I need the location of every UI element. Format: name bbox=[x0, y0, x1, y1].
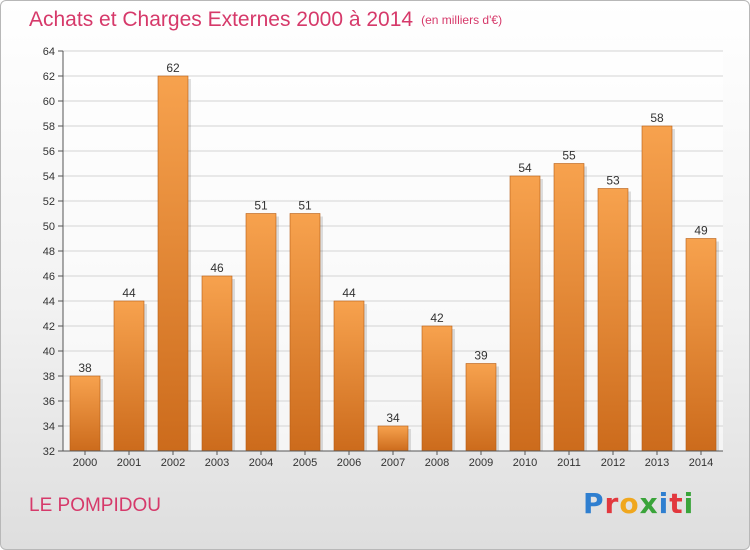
bar bbox=[157, 75, 189, 452]
x-tick-label: 2010 bbox=[513, 457, 537, 469]
x-tick-label: 2013 bbox=[645, 457, 669, 469]
data-label: 39 bbox=[474, 349, 488, 363]
x-tick-label: 2009 bbox=[469, 457, 493, 469]
x-tick-label: 2003 bbox=[205, 457, 229, 469]
data-label: 51 bbox=[298, 199, 312, 213]
bar bbox=[685, 238, 717, 452]
x-tick-label: 2014 bbox=[689, 457, 713, 469]
y-tick-label: 60 bbox=[43, 96, 55, 108]
y-tick-label: 50 bbox=[43, 221, 55, 233]
bar bbox=[597, 188, 629, 452]
data-label: 62 bbox=[166, 61, 180, 75]
y-tick-label: 32 bbox=[43, 446, 55, 458]
y-tick-label: 40 bbox=[43, 346, 55, 358]
x-tick-label: 2001 bbox=[117, 457, 141, 469]
x-tick-label: 2002 bbox=[161, 457, 185, 469]
bar bbox=[421, 325, 453, 452]
data-label: 38 bbox=[78, 361, 92, 375]
axes: 32 34 36 38 40 42 44 46 48 50 52 54 56 58 60 62 64 2000 20… bbox=[43, 46, 723, 469]
chart-title-text: Achats et Charges Externes 2000 à 2014 bbox=[29, 8, 414, 31]
data-label: 34 bbox=[386, 411, 400, 425]
x-tick-label: 2011 bbox=[557, 457, 581, 469]
data-label: 55 bbox=[562, 149, 576, 163]
data-label: 46 bbox=[210, 261, 224, 275]
y-tick-label: 62 bbox=[43, 71, 55, 83]
chart-title: Achats et Charges Externes 2000 à 2014 (e… bbox=[29, 8, 502, 32]
bar bbox=[245, 213, 277, 452]
y-tick-label: 46 bbox=[43, 271, 55, 283]
data-label: 54 bbox=[518, 161, 532, 175]
bar bbox=[465, 363, 497, 452]
y-tick-label: 38 bbox=[43, 371, 55, 383]
bar bbox=[201, 275, 233, 452]
data-label: 44 bbox=[122, 286, 136, 300]
x-tick-label: 2007 bbox=[381, 457, 405, 469]
x-tick-label: 2008 bbox=[425, 457, 449, 469]
data-label: 44 bbox=[342, 286, 356, 300]
bar bbox=[509, 175, 541, 452]
data-label: 58 bbox=[650, 111, 664, 125]
x-tick-label: 2006 bbox=[337, 457, 361, 469]
y-tick-label: 44 bbox=[43, 296, 55, 308]
y-tick-label: 54 bbox=[43, 171, 55, 183]
data-label: 53 bbox=[606, 174, 620, 188]
x-tick-label: 2005 bbox=[293, 457, 317, 469]
bar bbox=[377, 425, 409, 452]
y-tick-label: 64 bbox=[43, 46, 55, 58]
data-label: 51 bbox=[254, 199, 268, 213]
chart-unit: (en milliers d'€) bbox=[421, 13, 503, 27]
bar bbox=[333, 300, 365, 452]
commune-name: LE POMPIDOU bbox=[29, 495, 161, 516]
data-label: 49 bbox=[694, 224, 708, 238]
data-label: 42 bbox=[430, 311, 444, 325]
bar bbox=[641, 125, 673, 452]
bars: 38 44 62 46 51 51 44 34 42 39 54 55 53 58 49 bbox=[69, 61, 719, 452]
x-tick-label: 2004 bbox=[249, 457, 273, 469]
bar bbox=[553, 163, 585, 452]
y-tick-label: 58 bbox=[43, 121, 55, 133]
bar bbox=[69, 375, 101, 452]
x-tick-label: 2000 bbox=[73, 457, 97, 469]
y-tick-label: 36 bbox=[43, 396, 55, 408]
y-tick-label: 48 bbox=[43, 246, 55, 258]
y-tick-label: 52 bbox=[43, 196, 55, 208]
x-tick-label: 2012 bbox=[601, 457, 625, 469]
y-tick-label: 56 bbox=[43, 146, 55, 158]
y-tick-label: 34 bbox=[43, 421, 55, 433]
y-tick-label: 42 bbox=[43, 321, 55, 333]
bar bbox=[289, 213, 321, 452]
proxiti-logo: Proxiti bbox=[583, 487, 695, 520]
bar bbox=[113, 300, 145, 452]
